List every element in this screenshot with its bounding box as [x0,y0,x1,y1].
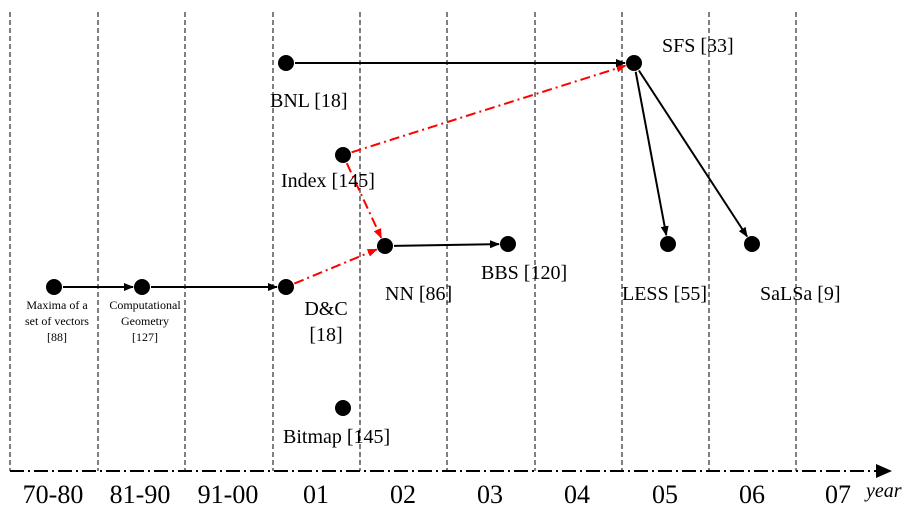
period-label-03: 03 [477,480,503,508]
axis-labels: 70-80 81-90 91-00 01 02 03 04 05 06 07 y… [23,480,902,508]
node-dot-maxima [46,279,62,295]
node-label-bnl: BNL [18] [270,90,348,112]
node-maxima: Maxima of a set of vectors [88] [25,279,89,344]
period-label-04: 04 [564,480,590,508]
node-less: LESS [55] [622,236,707,305]
node-label-compgeo: Computational Geometry [127] [109,298,181,344]
node-dot-index [335,147,351,163]
period-label-81-90: 81-90 [110,480,171,508]
node-dot-bitmap [335,400,351,416]
node-dot-bbs [500,236,516,252]
period-label-02: 02 [390,480,416,508]
node-dot-sfs [626,55,642,71]
node-label-maxima: Maxima of a set of vectors [88] [25,298,89,344]
edges [63,59,748,291]
node-label-nn: NN [86] [385,283,452,305]
node-label-salsa: SaLSa [9] [760,283,841,305]
edge-sfs-to-salsa [638,69,748,238]
edge-sfs-to-less [634,71,669,237]
node-bbs: BBS [120] [481,236,567,284]
node-bnl: BNL [18] [270,55,348,112]
node-dot-salsa [744,236,760,252]
edge-index-to-sfs [351,64,627,154]
period-label-06: 06 [739,480,765,508]
edge-nn-to-bbs [393,240,500,249]
node-compgeo: Computational Geometry [127] [109,279,181,344]
node-bitmap: Bitmap [145] [283,400,390,448]
node-dot-compgeo [134,279,150,295]
period-label-91-00: 91-00 [198,480,259,508]
period-label-07: 07 [825,480,851,508]
edge-dc-to-nn [293,248,378,285]
period-label-01: 01 [303,480,329,508]
node-label-dc: D&C [18] [304,298,347,346]
nodes: Maxima of a set of vectors [88] Computation… [25,35,841,448]
node-label-bbs: BBS [120] [481,262,567,284]
node-index: Index [145] [281,147,375,192]
node-salsa: SaLSa [9] [744,236,841,305]
period-label-70-80: 70-80 [23,480,84,508]
axis-unit-label: year [864,480,902,502]
period-dividers [9,12,797,471]
node-dot-nn [377,238,393,254]
node-dot-less [660,236,676,252]
node-label-index: Index [145] [281,170,375,192]
node-nn: NN [86] [377,238,452,305]
node-label-less: LESS [55] [622,283,707,305]
edge-index-to-nn [345,162,383,239]
node-label-bitmap: Bitmap [145] [283,426,390,448]
node-dc: D&C [18] [278,279,348,346]
node-dot-bnl [278,55,294,71]
node-label-sfs: SFS [33] [662,35,734,57]
node-dot-dc [278,279,294,295]
node-sfs: SFS [33] [626,35,734,71]
period-label-05: 05 [652,480,678,508]
